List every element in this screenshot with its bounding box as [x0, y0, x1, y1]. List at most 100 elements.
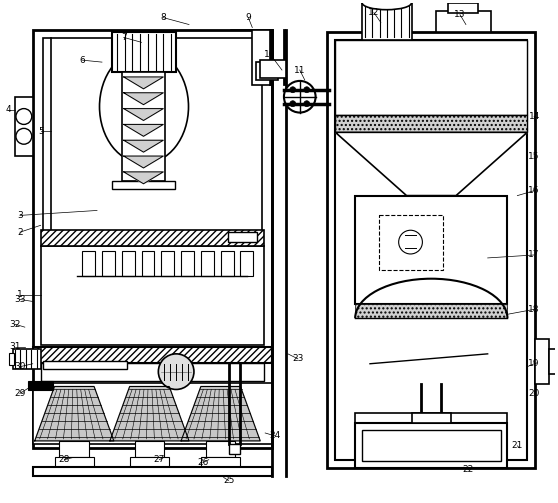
Text: 10: 10 [264, 50, 276, 59]
Text: 4: 4 [5, 105, 11, 114]
Circle shape [158, 354, 194, 389]
Text: 3: 3 [17, 211, 23, 220]
Bar [335, 40, 527, 115]
Text: 21: 21 [512, 441, 523, 450]
Text: 17: 17 [528, 250, 540, 260]
Text: 18: 18 [528, 305, 540, 314]
Bar [33, 347, 272, 363]
Text: 14: 14 [528, 112, 540, 121]
Text: 12: 12 [368, 8, 379, 17]
Bar [33, 383, 272, 444]
Text: 31: 31 [9, 343, 21, 352]
Text: 33: 33 [14, 295, 26, 304]
Bar [102, 251, 115, 276]
Bar [260, 60, 286, 78]
Bar [41, 246, 264, 345]
Bar [411, 413, 451, 423]
Ellipse shape [362, 0, 411, 10]
Bar [549, 349, 558, 374]
Bar [82, 251, 95, 276]
Text: 26: 26 [197, 458, 209, 467]
Bar [122, 72, 165, 181]
Circle shape [304, 101, 310, 107]
Text: 19: 19 [528, 359, 540, 368]
Text: 29: 29 [14, 389, 26, 398]
Bar [112, 181, 175, 189]
Bar [362, 3, 411, 40]
Bar [229, 444, 240, 454]
Polygon shape [124, 77, 163, 89]
Bar [15, 97, 33, 156]
Bar [436, 11, 490, 33]
Text: 8: 8 [160, 13, 166, 22]
Text: 9: 9 [246, 13, 251, 22]
Bar [122, 251, 134, 276]
Circle shape [290, 87, 296, 93]
Bar [379, 215, 443, 270]
Bar [448, 3, 478, 13]
Bar [240, 251, 253, 276]
Text: 22: 22 [462, 465, 474, 474]
Bar [355, 196, 507, 304]
Polygon shape [124, 93, 163, 105]
Text: 27: 27 [153, 455, 165, 464]
Polygon shape [35, 386, 114, 441]
Bar [535, 339, 549, 383]
Bar [60, 441, 89, 457]
Bar [335, 115, 527, 132]
Bar [161, 251, 174, 276]
Text: 5: 5 [38, 127, 44, 136]
Bar [142, 251, 155, 276]
Polygon shape [335, 132, 527, 196]
Bar [355, 304, 507, 318]
Bar [9, 353, 14, 365]
Bar [41, 230, 264, 246]
Polygon shape [124, 109, 163, 120]
Bar [134, 441, 164, 457]
Bar [206, 441, 235, 457]
Text: 7: 7 [121, 33, 127, 42]
Text: 25: 25 [223, 476, 234, 485]
Bar [355, 423, 507, 468]
Bar [362, 430, 501, 461]
Text: 11: 11 [294, 65, 306, 74]
Polygon shape [124, 156, 163, 168]
Text: 32: 32 [9, 320, 21, 328]
Text: 15: 15 [528, 151, 540, 160]
Polygon shape [124, 124, 163, 136]
Polygon shape [124, 140, 163, 152]
Text: 28: 28 [59, 455, 70, 464]
Bar [55, 457, 94, 467]
Circle shape [290, 101, 296, 107]
Bar [201, 251, 214, 276]
Text: 6: 6 [79, 56, 85, 65]
Bar [220, 251, 233, 276]
Bar [328, 33, 535, 468]
Bar [335, 40, 527, 460]
Text: 20: 20 [528, 389, 540, 398]
Polygon shape [124, 172, 163, 184]
Text: 13: 13 [454, 10, 466, 19]
Polygon shape [181, 386, 260, 441]
Bar [33, 31, 272, 448]
Text: 1: 1 [17, 290, 23, 299]
Bar [41, 363, 264, 381]
Bar [42, 38, 262, 234]
Bar [42, 361, 127, 369]
Bar [256, 62, 278, 80]
Circle shape [304, 87, 310, 93]
Text: 2: 2 [17, 228, 23, 237]
Bar [355, 413, 507, 423]
Bar [112, 33, 176, 72]
Bar [181, 251, 194, 276]
Bar [33, 467, 272, 476]
Bar [201, 457, 240, 467]
Bar [252, 31, 270, 85]
Bar [129, 457, 169, 467]
Polygon shape [110, 386, 189, 441]
Text: 24: 24 [270, 432, 281, 441]
Bar [228, 232, 257, 242]
Text: 23: 23 [292, 354, 304, 363]
Bar [13, 349, 41, 369]
Text: 16: 16 [528, 186, 540, 195]
